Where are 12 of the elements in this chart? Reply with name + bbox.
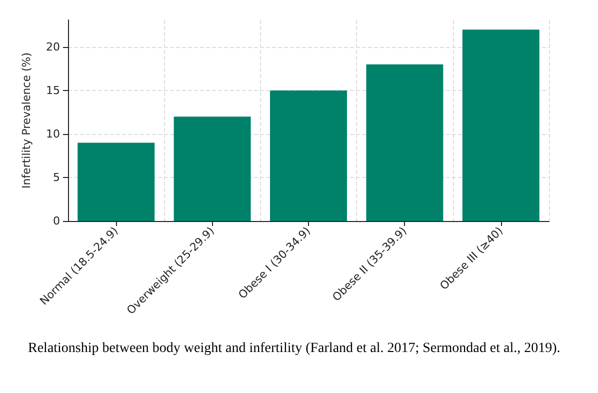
- bar: [366, 64, 444, 221]
- bar: [462, 30, 540, 221]
- y-tick-label: 10: [46, 127, 60, 140]
- y-tick-label: 15: [46, 84, 60, 97]
- bar: [78, 142, 155, 221]
- bar: [174, 116, 251, 221]
- y-tick-label: 0: [53, 214, 60, 228]
- bar: [270, 90, 347, 221]
- y-tick-label: 5: [53, 170, 60, 184]
- text: Relationship between body weight and infertility (Farland et al. 2017; Sermondad et al., 2019).: [28, 340, 562, 357]
- y-axis-title: Infertility Prevalence (%): [20, 52, 33, 189]
- y-tick-label: 20: [46, 40, 60, 54]
